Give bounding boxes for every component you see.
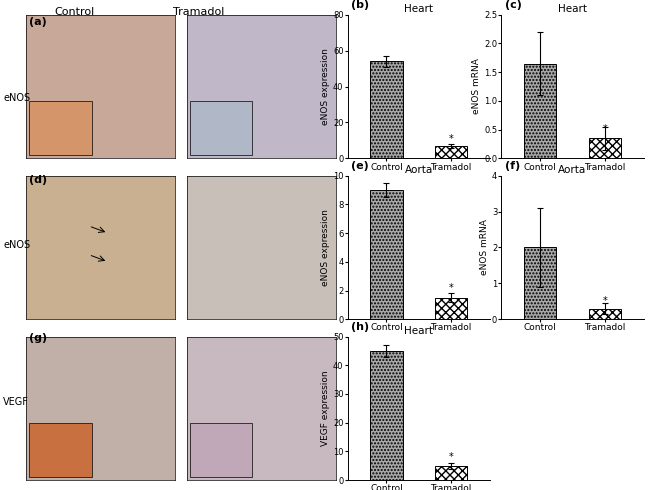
Text: Control: Control [55,7,95,17]
Text: (h): (h) [351,322,369,332]
Text: (f): (f) [504,161,520,172]
Title: Heart: Heart [404,326,433,336]
Y-axis label: eNOS mRNA: eNOS mRNA [473,59,482,115]
Bar [524,247,556,319]
Bar [190,101,252,155]
Text: (c): (c) [504,0,521,10]
Bar [524,64,556,158]
Bar [589,309,621,319]
Bar [435,146,467,158]
Text: *: * [448,283,454,293]
Text: eNOS: eNOS [3,93,31,103]
Text: (b): (b) [351,0,369,10]
Title: Aorta: Aorta [558,165,586,175]
Title: Heart: Heart [558,4,587,14]
Y-axis label: eNOS expression: eNOS expression [321,209,330,286]
Bar [435,466,467,480]
Bar [435,298,467,319]
Text: *: * [448,134,454,144]
Text: Tramadol: Tramadol [172,7,224,17]
Text: *: * [603,124,607,134]
Text: eNOS: eNOS [3,240,31,250]
Title: Aorta: Aorta [404,165,433,175]
Text: (d): (d) [29,175,47,185]
Text: *: * [448,452,454,463]
Text: (e): (e) [351,161,369,172]
Y-axis label: eNOS mRNA: eNOS mRNA [480,220,489,275]
Bar [29,101,92,155]
Bar [190,423,252,477]
Bar [370,351,402,480]
Y-axis label: VEGF expression: VEGF expression [321,370,330,446]
Text: (g): (g) [29,333,47,343]
Text: VEGF: VEGF [3,397,29,407]
Bar [370,190,402,319]
Y-axis label: eNOS expression: eNOS expression [321,48,330,125]
Bar [29,423,92,477]
Bar [589,138,621,158]
Bar [370,61,402,158]
Title: Heart: Heart [404,4,433,14]
Text: (a): (a) [29,17,47,27]
Text: *: * [603,295,607,306]
